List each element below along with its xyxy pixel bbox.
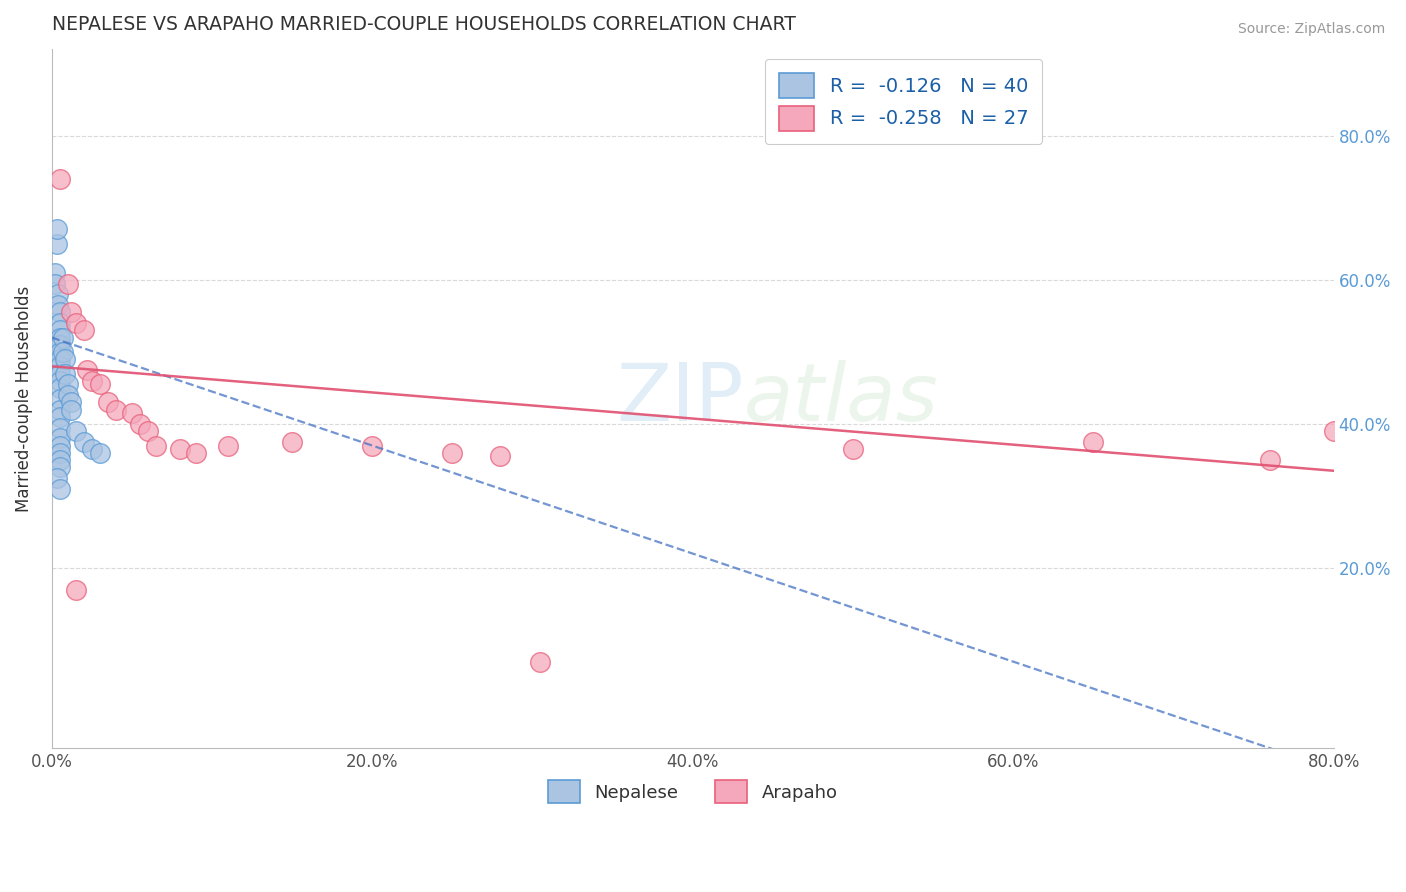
Point xyxy=(49,409,72,424)
Point xyxy=(49,352,72,367)
Point xyxy=(49,367,72,381)
Point xyxy=(46,298,69,312)
Point xyxy=(76,363,98,377)
Point xyxy=(49,460,72,475)
Point xyxy=(49,381,72,395)
Point xyxy=(49,446,72,460)
Point xyxy=(44,277,66,291)
Point xyxy=(49,453,72,467)
Point xyxy=(169,442,191,457)
Point xyxy=(65,316,87,330)
Point xyxy=(1258,453,1281,467)
Text: NEPALESE VS ARAPAHO MARRIED-COUPLE HOUSEHOLDS CORRELATION CHART: NEPALESE VS ARAPAHO MARRIED-COUPLE HOUSE… xyxy=(52,15,796,34)
Point xyxy=(121,406,143,420)
Point xyxy=(184,446,207,460)
Point xyxy=(45,471,67,485)
Point xyxy=(45,222,67,236)
Point xyxy=(136,424,159,438)
Point xyxy=(361,438,384,452)
Point xyxy=(49,345,72,359)
Point xyxy=(49,431,72,445)
Point xyxy=(49,438,72,452)
Point xyxy=(281,434,304,449)
Point xyxy=(49,305,72,319)
Point xyxy=(842,442,865,457)
Point xyxy=(529,655,551,669)
Point xyxy=(73,323,96,337)
Point xyxy=(59,305,82,319)
Y-axis label: Married-couple Households: Married-couple Households xyxy=(15,285,32,512)
Point xyxy=(49,374,72,388)
Point xyxy=(1083,434,1105,449)
Point xyxy=(1323,424,1346,438)
Point xyxy=(65,424,87,438)
Point xyxy=(53,352,76,367)
Text: atlas: atlas xyxy=(744,359,939,438)
Point xyxy=(56,277,79,291)
Point xyxy=(89,446,111,460)
Point xyxy=(49,359,72,374)
Point xyxy=(52,330,75,344)
Point xyxy=(97,395,120,409)
Text: Source: ZipAtlas.com: Source: ZipAtlas.com xyxy=(1237,22,1385,37)
Point xyxy=(441,446,464,460)
Point xyxy=(53,367,76,381)
Point xyxy=(145,438,167,452)
Point xyxy=(52,345,75,359)
Point xyxy=(80,374,103,388)
Point xyxy=(489,450,512,464)
Point xyxy=(80,442,103,457)
Point xyxy=(49,330,72,344)
Point xyxy=(65,582,87,597)
Point xyxy=(49,420,72,434)
Point xyxy=(45,236,67,251)
Point xyxy=(104,402,127,417)
Point xyxy=(49,482,72,496)
Point xyxy=(56,388,79,402)
Point xyxy=(56,377,79,392)
Point xyxy=(49,316,72,330)
Point xyxy=(59,395,82,409)
Point xyxy=(89,377,111,392)
Point xyxy=(49,392,72,406)
Point xyxy=(59,402,82,417)
Legend: Nepalese, Arapaho: Nepalese, Arapaho xyxy=(536,767,851,816)
Text: ZIP: ZIP xyxy=(617,359,744,438)
Point xyxy=(44,266,66,280)
Point xyxy=(49,337,72,351)
Point xyxy=(49,402,72,417)
Point xyxy=(217,438,239,452)
Point xyxy=(46,287,69,301)
Point xyxy=(49,172,72,186)
Point xyxy=(73,434,96,449)
Point xyxy=(128,417,150,431)
Point xyxy=(49,323,72,337)
